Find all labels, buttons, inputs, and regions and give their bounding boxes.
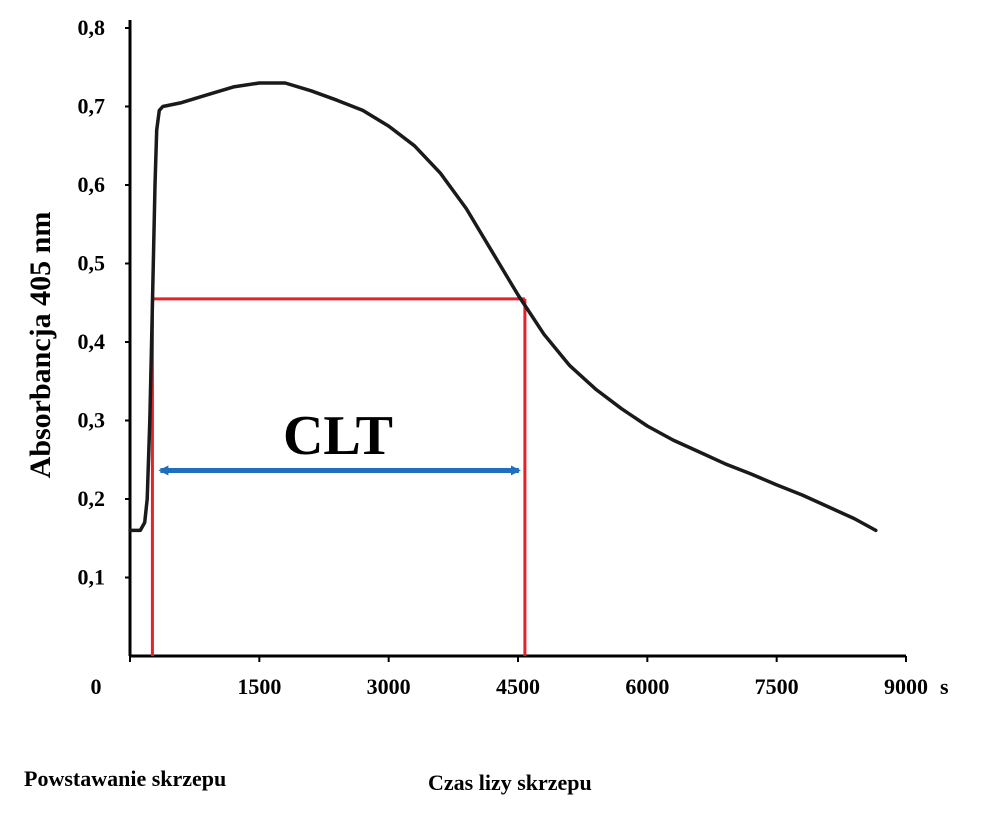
x-tick-label: 1500 xyxy=(237,674,281,699)
y-tick-label: 0,1 xyxy=(78,565,106,590)
caption-clot-formation: Powstawanie skrzepu xyxy=(24,766,227,791)
axes: 0,1 0,2 0,3 0,4 0,5 0,6 0,7 0,8 0 1500 3000 4500 600… xyxy=(78,15,929,699)
y-tick-label: 0,5 xyxy=(78,251,106,276)
x-tick-label: 3000 xyxy=(367,674,411,699)
series-layer xyxy=(128,81,878,533)
y-axis-label: Absorbancja 405 nm xyxy=(24,212,57,479)
y-tick-label: 0,8 xyxy=(78,15,106,40)
x-tick-label: 4500 xyxy=(496,674,540,699)
x-tick-label: 0 xyxy=(91,674,102,699)
y-tick-label: 0,6 xyxy=(78,172,106,197)
absorbance-curve xyxy=(128,81,878,533)
y-tick-label: 0,3 xyxy=(78,408,106,433)
y-tick-label: 0,4 xyxy=(78,329,106,354)
x-tick-label: 9000 xyxy=(884,674,928,699)
y-tick-label: 0,2 xyxy=(78,486,106,511)
clt-label: CLT xyxy=(283,405,393,467)
x-tick-label: 7500 xyxy=(755,674,799,699)
annotations xyxy=(150,297,527,656)
x-axis-unit: s xyxy=(940,674,949,699)
y-tick-label: 0,7 xyxy=(78,94,106,119)
x-tick-label: 6000 xyxy=(625,674,669,699)
caption-clot-lysis-time: Czas lizy skrzepu xyxy=(428,770,592,795)
